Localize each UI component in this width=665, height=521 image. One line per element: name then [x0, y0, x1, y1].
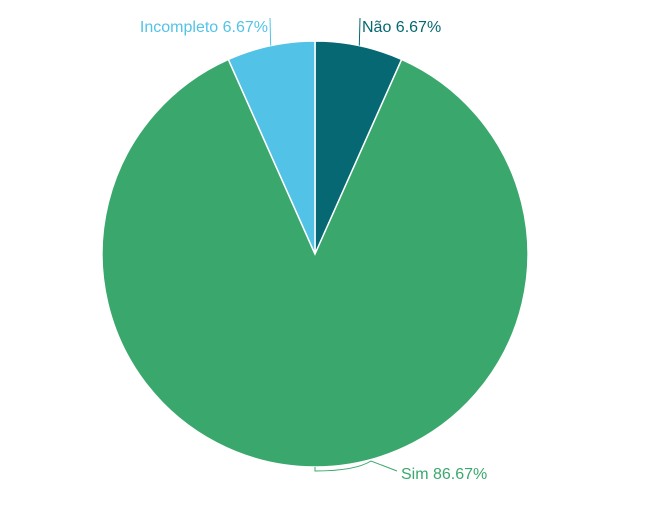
- pie-slice-sim: [101, 58, 529, 468]
- pie-labels: Não 6.67% Sim 86.67% Incompleto 6.67%: [140, 17, 487, 483]
- pie-slices: [101, 40, 529, 468]
- leader-line-incompleto: [269, 17, 272, 46]
- slice-label-sim: Sim 86.67%: [401, 466, 487, 483]
- leader-line-n-o: [358, 17, 361, 46]
- slice-label-incompleto: Incompleto 6.67%: [140, 19, 268, 36]
- slice-label-n-o: Não 6.67%: [362, 19, 441, 36]
- leader-line-sim: [314, 460, 398, 472]
